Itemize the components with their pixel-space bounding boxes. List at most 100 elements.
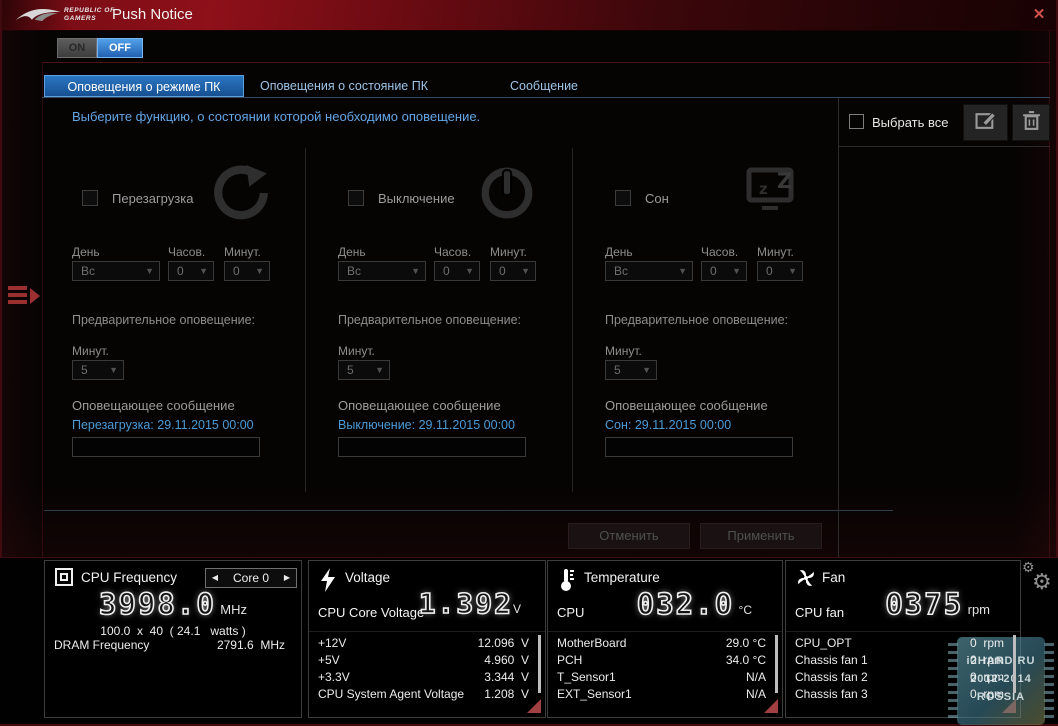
fan-panel: Fan CPU fan 0375 rpm CPU_OPT 0 rpm Chassi… (785, 560, 1021, 718)
day-value: Вс (347, 264, 362, 278)
panel-title: CPU Frequency (81, 570, 178, 585)
fan-main-value: 0375 rpm (885, 586, 990, 622)
day-value: Вс (81, 264, 96, 278)
dropdown-arrow-icon: ▼ (375, 365, 384, 375)
pre-notice-label: Предварительное оповещение: (605, 313, 789, 327)
dropdown-arrow-icon: ▼ (255, 266, 264, 276)
alert-message-label: Оповещающее сообщение (605, 398, 768, 413)
dropdown-arrow-icon: ▼ (732, 266, 741, 276)
select-all-checkbox[interactable] (849, 114, 864, 129)
toggle-off-button[interactable]: OFF (97, 38, 143, 58)
menu-bar-icon (8, 293, 27, 297)
alert-message-preview: Сон: 29.11.2015 00:00 (605, 418, 732, 432)
day-dropdown[interactable]: Вс ▼ (72, 261, 160, 281)
hours-label: Часов. (701, 245, 739, 259)
hours-dropdown[interactable]: 0 ▼ (434, 261, 480, 281)
delete-button[interactable] (1012, 104, 1050, 141)
content-border-right (1049, 30, 1050, 557)
minutes-label: Минут. (224, 245, 261, 259)
window-border-left (0, 0, 2, 726)
edit-button[interactable] (963, 104, 1008, 141)
svg-text:z: z (759, 180, 768, 198)
tab-pc-status-alerts[interactable]: Оповещения о состояние ПК (259, 79, 429, 93)
minutes-dropdown[interactable]: 0 ▼ (757, 261, 803, 281)
pre-minutes-value: 5 (614, 363, 621, 377)
sleep-checkbox[interactable] (615, 190, 631, 206)
core-selector-value: Core 0 (232, 571, 270, 585)
restart-checkbox[interactable] (82, 190, 98, 206)
hours-dropdown[interactable]: 0 ▼ (701, 261, 747, 281)
minutes-dropdown[interactable]: 0 ▼ (490, 261, 536, 281)
fan-main-label: CPU fan (795, 605, 845, 620)
tab-messages[interactable]: Сообщение (509, 79, 579, 93)
alert-message-input[interactable] (605, 437, 793, 457)
day-label: День (338, 245, 366, 259)
pre-minutes-label: Минут. (338, 344, 375, 358)
pre-minutes-dropdown[interactable]: 5 ▼ (72, 360, 124, 380)
column-title: Сон (645, 191, 669, 206)
temperature-main-value: 032.0 °C (636, 586, 752, 622)
minutes-dropdown[interactable]: 0 ▼ (224, 261, 270, 281)
monitor-bar-divider (0, 557, 1058, 558)
scrollbar[interactable] (538, 635, 541, 693)
cancel-button[interactable]: Отменить (568, 523, 690, 549)
toggle-on-button[interactable]: ON (57, 38, 97, 58)
window-title: Push Notice (112, 6, 193, 23)
dropdown-arrow-icon: ▼ (642, 365, 651, 375)
menu-bar-icon (8, 300, 27, 304)
column-title: Выключение (378, 191, 455, 206)
sensor-row: +12V 12.096 V (318, 636, 529, 650)
panel-title: Temperature (584, 570, 660, 585)
sensor-row: CPU System Agent Voltage 1.208 V (318, 687, 529, 701)
scrollbar[interactable] (775, 635, 778, 693)
dram-frequency-row: DRAM Frequency 2791.6 MHz (54, 638, 285, 655)
day-dropdown[interactable]: Вс ▼ (338, 261, 426, 281)
dropdown-arrow-icon: ▼ (145, 266, 154, 276)
cpu-chip-icon (54, 567, 76, 591)
core-selector[interactable]: ◀ Core 0 ▶ (205, 568, 297, 588)
pre-minutes-dropdown[interactable]: 5 ▼ (605, 360, 657, 380)
hours-value: 0 (443, 264, 450, 278)
hours-dropdown[interactable]: 0 ▼ (168, 261, 214, 281)
watermark-text: i2HARD.RU (966, 655, 1036, 667)
sensor-row: +5V 4.960 V (318, 653, 529, 667)
select-all-label: Выбрать все (872, 115, 949, 130)
alert-message-input[interactable] (338, 437, 526, 457)
apply-button[interactable]: Применить (700, 523, 822, 549)
panel-resize-corner (527, 699, 541, 713)
watermark-text: ROSSIA (976, 691, 1026, 703)
dram-value: 2791.6 MHz (216, 638, 285, 652)
tab-underline (42, 97, 1050, 98)
day-dropdown[interactable]: Вс ▼ (605, 261, 693, 281)
cpu-frequency-panel: CPU Frequency ◀ Core 0 ▶ 3998.0 MHz 100.… (44, 560, 302, 718)
minutes-value: 0 (766, 264, 773, 278)
shutdown-checkbox[interactable] (348, 190, 364, 206)
pre-notice-label: Предварительное оповещение: (72, 313, 256, 327)
scrollbar[interactable] (1013, 635, 1016, 693)
close-icon[interactable]: ✕ (1032, 6, 1046, 23)
column-divider (572, 148, 573, 492)
pre-minutes-dropdown[interactable]: 5 ▼ (338, 360, 390, 380)
side-menu-toggle[interactable] (6, 283, 42, 309)
svg-text:Z: Z (777, 169, 792, 193)
day-label: День (72, 245, 100, 259)
sensor-row: T_Sensor1 N/A (557, 670, 766, 684)
core-next-icon[interactable]: ▶ (283, 573, 291, 582)
form-separator (44, 510, 893, 511)
alert-message-input[interactable] (72, 437, 260, 457)
column-divider (305, 148, 306, 492)
watermark-chip (957, 637, 1045, 725)
window-border-bottom (0, 723, 1058, 726)
watermark-pins (948, 643, 958, 719)
minutes-value: 0 (499, 264, 506, 278)
alert-message-label: Оповещающее сообщение (338, 398, 501, 413)
gear-big-icon: ⚙ (1032, 569, 1052, 594)
settings-gear-icon[interactable]: ⚙ ⚙ (1022, 559, 1058, 599)
thermometer-icon (557, 567, 579, 591)
tab-pc-mode-alerts[interactable]: Оповещения о режиме ПК (44, 75, 244, 97)
dropdown-arrow-icon: ▼ (521, 266, 530, 276)
core-prev-icon[interactable]: ◀ (211, 573, 219, 582)
panel-title: Voltage (345, 570, 391, 585)
